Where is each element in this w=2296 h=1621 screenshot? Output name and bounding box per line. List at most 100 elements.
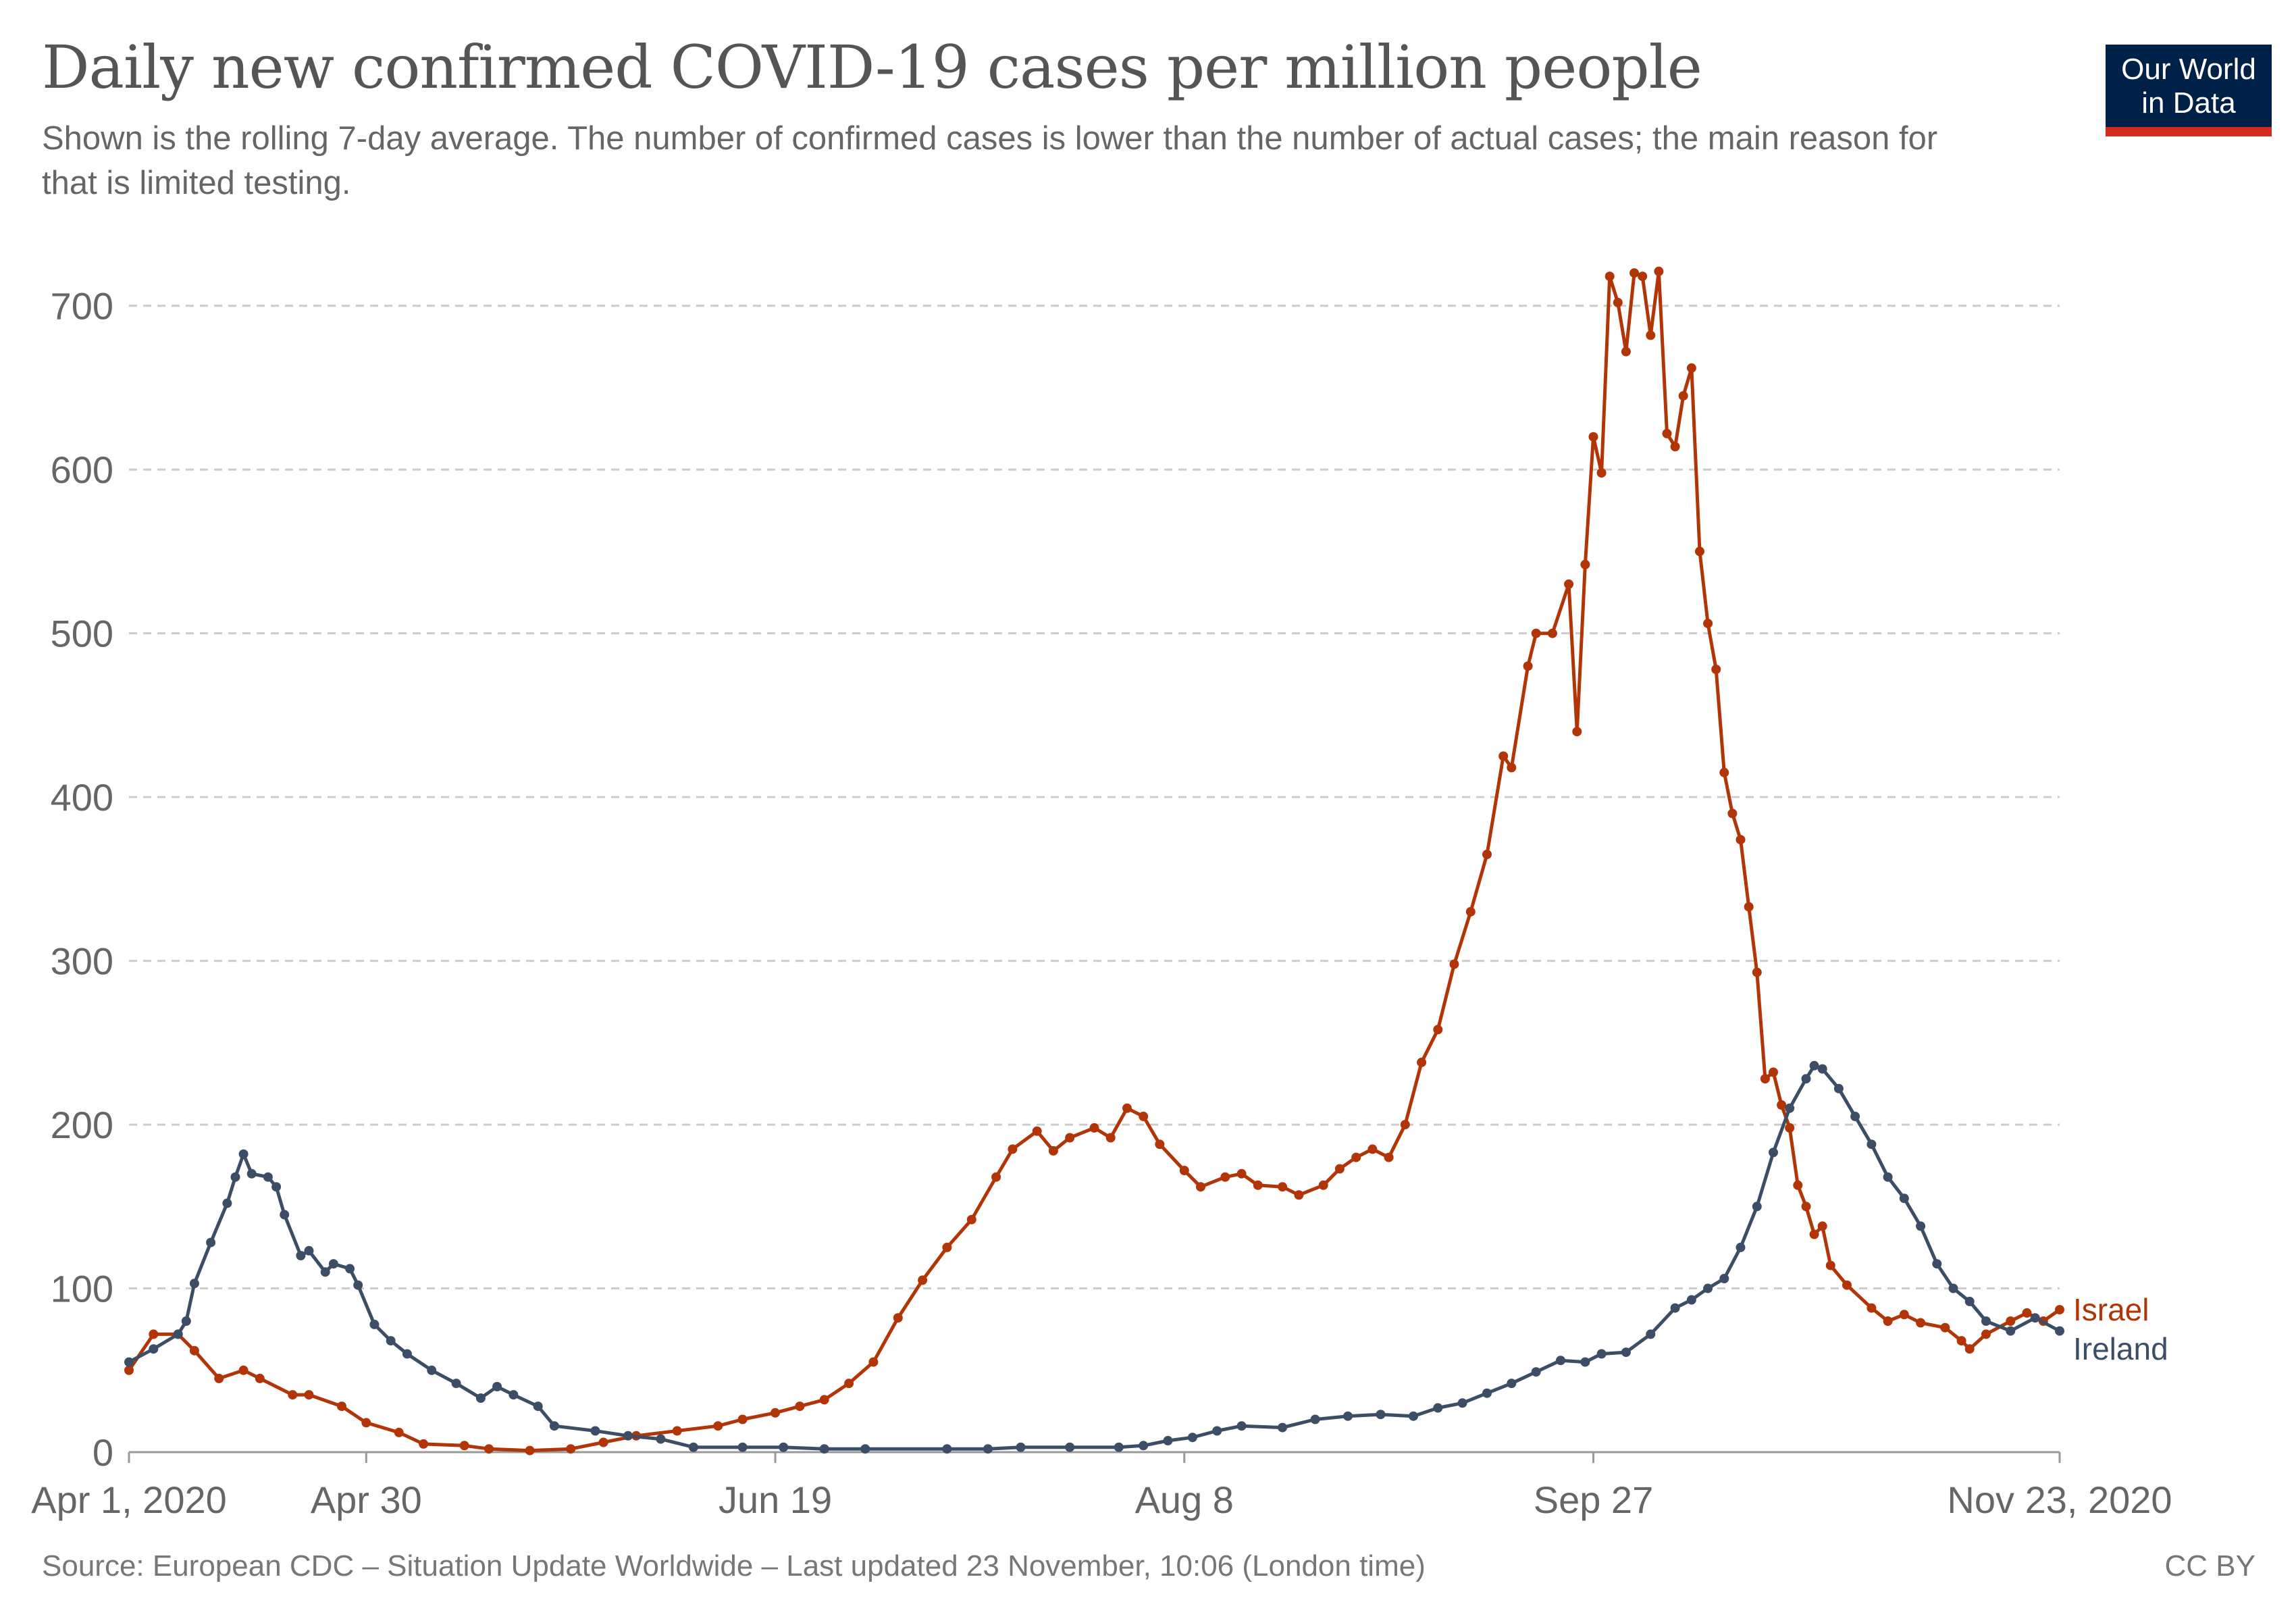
data-point-israel (149, 1329, 159, 1339)
data-point-ireland (2030, 1313, 2040, 1323)
data-point-ireland (320, 1267, 330, 1277)
data-point-ireland (1016, 1442, 1026, 1452)
data-point-israel (124, 1365, 134, 1375)
data-point-ireland (1482, 1388, 1492, 1398)
x-tick-label: Sep 27 (1534, 1478, 1654, 1521)
data-point-ireland (1948, 1283, 1958, 1293)
data-point-israel (1105, 1133, 1116, 1143)
y-tick-label: 200 (51, 1104, 113, 1146)
chart-title: Daily new confirmed COVID-19 cases per m… (42, 32, 1702, 102)
data-point-israel (1334, 1164, 1345, 1174)
data-point-ireland (983, 1444, 993, 1454)
data-point-ireland (1981, 1316, 1991, 1326)
data-point-israel (1744, 902, 1754, 912)
data-point-israel (1769, 1067, 1778, 1077)
data-point-israel (1646, 330, 1656, 340)
data-point-israel (1367, 1144, 1378, 1154)
data-point-ireland (386, 1336, 396, 1346)
data-point-israel (1809, 1229, 1819, 1239)
data-point-israel (1400, 1120, 1410, 1130)
data-point-israel (1621, 346, 1631, 357)
y-tick-label: 700 (51, 285, 113, 328)
data-point-ireland (402, 1349, 412, 1359)
license-link[interactable]: CC BY (2164, 1549, 2255, 1583)
data-point-ireland (1457, 1398, 1467, 1408)
data-point-israel (1008, 1144, 1018, 1154)
data-point-israel (1695, 546, 1704, 557)
data-point-ireland (549, 1421, 559, 1431)
data-point-israel (1417, 1057, 1427, 1067)
data-point-ireland (1769, 1148, 1778, 1158)
data-point-israel (1711, 665, 1721, 674)
data-point-israel (1719, 767, 1729, 777)
data-point-israel (1981, 1329, 1991, 1339)
data-point-ireland (1114, 1442, 1124, 1452)
data-point-israel (1531, 628, 1541, 638)
data-point-israel (1916, 1318, 1926, 1328)
data-point-ireland (1686, 1295, 1696, 1305)
data-point-israel (1588, 432, 1598, 442)
data-point-ireland (427, 1365, 437, 1375)
source-note: Source: European CDC – Situation Update … (42, 1549, 1426, 1583)
data-point-ireland (189, 1279, 199, 1289)
data-point-israel (1155, 1139, 1165, 1150)
data-point-israel (1220, 1172, 1230, 1182)
data-point-ireland (533, 1401, 543, 1412)
data-point-ireland (304, 1245, 314, 1256)
data-point-ireland (1703, 1283, 1713, 1293)
data-point-israel (1564, 579, 1574, 589)
data-point-ireland (1596, 1349, 1607, 1359)
data-point-ireland (1801, 1074, 1811, 1084)
data-point-ireland (230, 1172, 240, 1182)
data-point-ireland (1139, 1441, 1149, 1451)
data-point-ireland (353, 1280, 363, 1290)
data-point-israel (1629, 268, 1640, 278)
data-point-ireland (1376, 1410, 1386, 1420)
data-point-ireland (222, 1198, 232, 1208)
owid-logo[interactable]: Our World in Data (2106, 45, 2272, 135)
data-point-israel (1048, 1146, 1058, 1156)
data-point-ireland (280, 1210, 290, 1220)
data-point-israel (2006, 1316, 2016, 1326)
data-point-israel (1318, 1180, 1328, 1190)
data-point-israel (419, 1439, 429, 1449)
data-point-israel (361, 1418, 371, 1428)
axes: 0 100 200 300 400 500 600 700 Apr 1, 2020 Apr 30 J… (31, 285, 2172, 1521)
data-point-israel (1817, 1221, 1827, 1231)
data-point-israel (737, 1414, 748, 1424)
data-point-ireland (238, 1149, 249, 1159)
data-point-israel (394, 1427, 404, 1437)
data-point-israel (1596, 468, 1607, 478)
x-tick-label: Nov 23, 2020 (1947, 1478, 2172, 1521)
data-point-israel (1482, 850, 1492, 859)
data-point-israel (1703, 619, 1713, 629)
data-point-ireland (246, 1168, 257, 1179)
data-point-israel (1253, 1180, 1263, 1190)
data-point-israel (991, 1172, 1001, 1182)
x-tick-label: Apr 30 (311, 1478, 422, 1521)
data-point-ireland (296, 1251, 306, 1260)
data-point-ireland (1964, 1296, 1975, 1306)
data-point-israel (713, 1421, 723, 1431)
data-point-israel (1964, 1344, 1975, 1354)
data-point-israel (795, 1401, 805, 1412)
y-tick-label: 100 (51, 1268, 113, 1310)
data-point-ireland (1621, 1347, 1631, 1358)
data-point-israel (1604, 272, 1615, 282)
data-point-israel (1956, 1336, 1966, 1346)
data-point-israel (918, 1275, 928, 1285)
data-point-ireland (451, 1379, 461, 1389)
data-point-israel (1899, 1310, 1909, 1320)
y-tick-label: 300 (51, 940, 113, 983)
data-point-ireland (1278, 1422, 1288, 1433)
data-point-israel (1351, 1152, 1361, 1162)
series-line-israel (127, 269, 2062, 1453)
data-point-israel (1760, 1074, 1770, 1084)
data-point-ireland (1785, 1103, 1795, 1113)
data-point-israel (1572, 727, 1582, 737)
data-point-israel (1236, 1168, 1247, 1179)
data-point-ireland (492, 1382, 502, 1391)
data-point-ireland (942, 1444, 952, 1454)
data-point-israel (1736, 835, 1746, 845)
